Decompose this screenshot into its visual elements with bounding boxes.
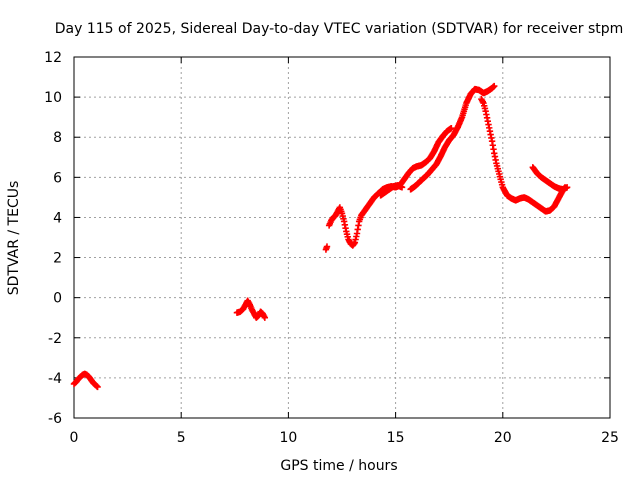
- series-seg2: [233, 297, 269, 321]
- data-point: [94, 383, 101, 391]
- data-point: [323, 243, 331, 250]
- x-tick-label: 25: [601, 430, 619, 446]
- series-seg5: [377, 182, 406, 199]
- y-tick-label: 8: [53, 130, 62, 146]
- x-axis-label: GPS time / hours: [280, 458, 397, 474]
- x-tick-label: 10: [279, 430, 297, 446]
- axis-ticks: [73, 56, 611, 419]
- x-tick-label: 15: [387, 430, 405, 446]
- chart-title: Day 115 of 2025, Sidereal Day-to-day VTE…: [55, 21, 624, 37]
- data-point: [398, 184, 406, 191]
- data-point: [563, 184, 571, 191]
- y-tick-label: -6: [48, 411, 62, 427]
- y-tick-label: 2: [53, 251, 62, 267]
- data-point: [491, 82, 498, 90]
- x-tick-label: 5: [177, 430, 186, 446]
- y-tick-label: 10: [44, 90, 62, 106]
- x-tick-label: 20: [494, 430, 512, 446]
- x-tick-labels: 0 5 10 15 20 25: [70, 430, 619, 446]
- y-tick-label: 0: [53, 291, 62, 307]
- y-tick-label: -4: [48, 371, 62, 387]
- y-tick-labels: -6 -4 -2 0 2 4 6 8 10 12: [44, 50, 62, 427]
- series-seg6: [407, 82, 498, 193]
- y-tick-label: 12: [44, 50, 62, 66]
- y-axis-label: SDTVAR / TECUs: [6, 181, 22, 296]
- y-tick-label: 6: [53, 170, 62, 186]
- x-tick-label: 0: [70, 430, 79, 446]
- y-tick-label: 4: [53, 210, 62, 226]
- series-seg8: [529, 164, 571, 193]
- y-tick-label: -2: [48, 331, 62, 347]
- data-point: [261, 314, 269, 321]
- grid-lines: [74, 57, 610, 418]
- data-point: [448, 124, 455, 132]
- plot-frame: [73, 56, 611, 419]
- series-seg1: [70, 370, 101, 391]
- series-seg3: [322, 243, 331, 253]
- series-seg7: [478, 95, 569, 215]
- data-points: [70, 82, 571, 391]
